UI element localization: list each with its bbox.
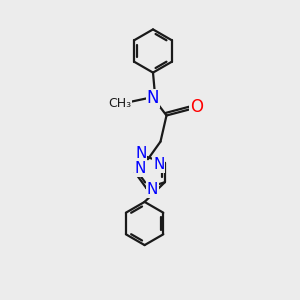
Text: N: N bbox=[147, 89, 159, 107]
Text: N: N bbox=[135, 146, 147, 161]
Text: N: N bbox=[135, 161, 146, 176]
Text: N: N bbox=[147, 182, 158, 197]
Text: N: N bbox=[153, 157, 164, 172]
Text: O: O bbox=[190, 98, 203, 116]
Text: CH₃: CH₃ bbox=[108, 97, 132, 110]
